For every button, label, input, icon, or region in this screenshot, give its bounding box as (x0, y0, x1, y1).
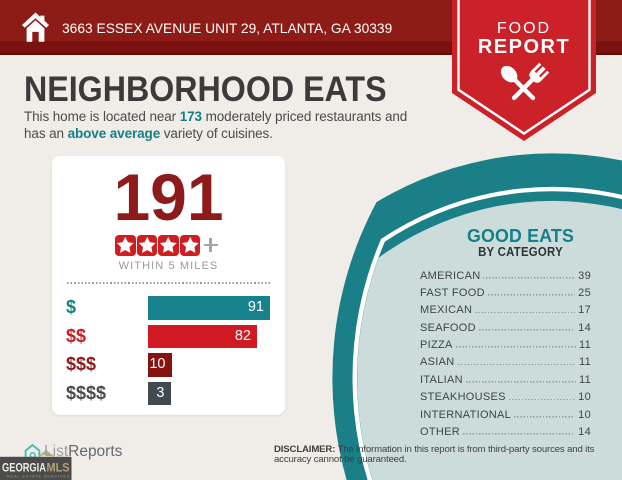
svg-text:GEORGIA: GEORGIA (2, 461, 46, 475)
svg-text:MLS: MLS (47, 461, 70, 475)
svg-text:FOOD: FOOD (497, 20, 551, 37)
svg-text:REPORT: REPORT (478, 36, 570, 58)
svg-text:REAL ESTATE SERVICES: REAL ESTATE SERVICES (7, 475, 70, 479)
